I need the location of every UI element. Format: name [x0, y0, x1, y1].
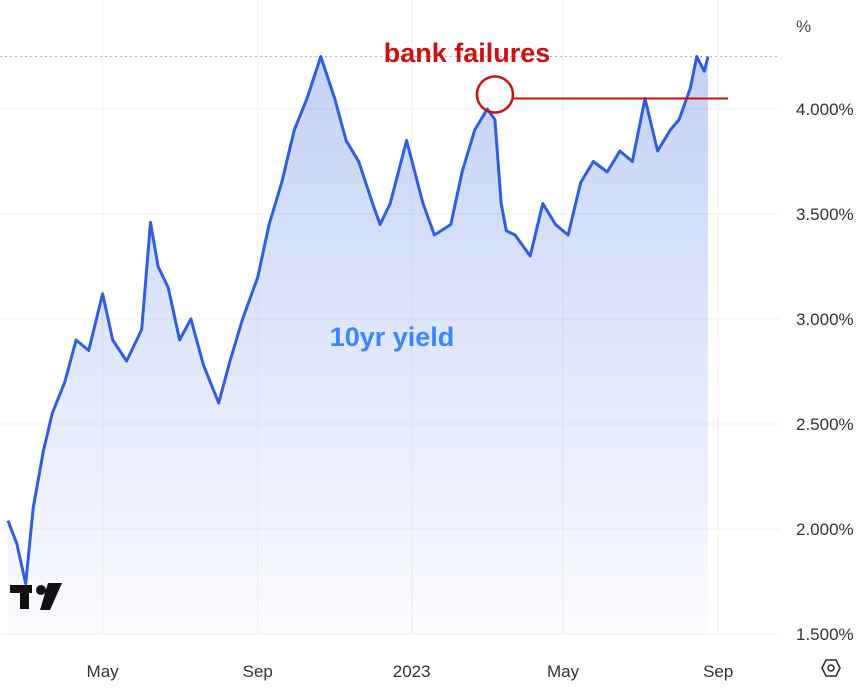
y-tick-label: 4.000% [796, 100, 854, 119]
gear-icon[interactable] [821, 659, 841, 677]
x-tick-label: Sep [243, 662, 273, 681]
x-axis-ticks: May Sep 2023 May Sep [87, 662, 734, 681]
y-tick-label: 3.500% [796, 205, 854, 224]
yield-area [8, 56, 709, 634]
unit-label: % [796, 17, 811, 36]
y-tick-label: 1.500% [796, 625, 854, 644]
bank-failures-circle [475, 75, 515, 114]
y-tick-label: 3.000% [796, 310, 854, 329]
yield-series-label: 10yr yield [330, 322, 455, 352]
y-tick-label: 2.500% [796, 415, 854, 434]
x-tick-label: 2023 [393, 662, 431, 681]
bank-failures-label: bank failures [384, 38, 551, 68]
tradingview-logo [10, 583, 62, 610]
y-tick-label: 2.000% [796, 520, 854, 539]
x-tick-label: May [547, 662, 580, 681]
x-tick-label: Sep [703, 662, 733, 681]
x-tick-label: May [87, 662, 120, 681]
y-axis-ticks: 4.000% 3.500% 3.000% 2.500% 2.000% 1.500% [796, 100, 854, 644]
yield-line [6, 55, 710, 586]
